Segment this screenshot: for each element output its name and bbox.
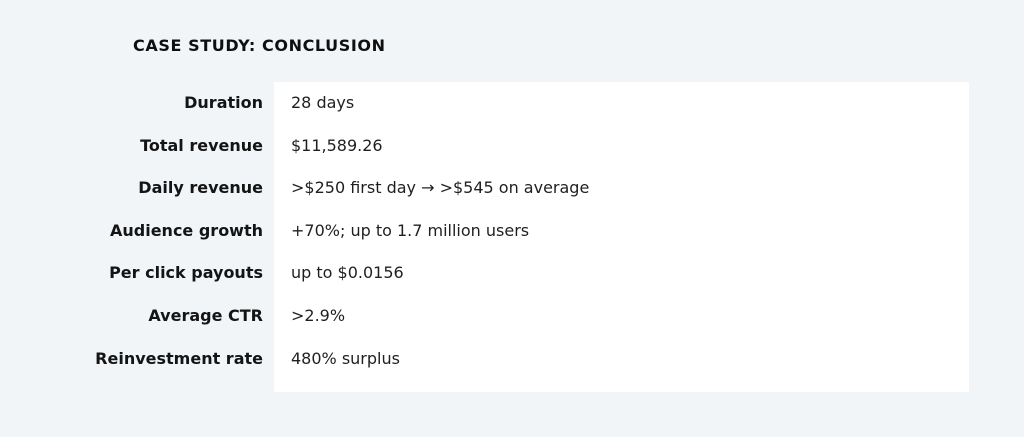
row-label: Per click payouts (109, 263, 263, 282)
row-value: >$250 first day → >$545 on average (291, 178, 590, 197)
values-panel (274, 82, 969, 392)
row-value: 480% surplus (291, 349, 400, 368)
row-value: $11,589.26 (291, 136, 383, 155)
row-label: Duration (184, 93, 263, 112)
row-label: Reinvestment rate (95, 349, 263, 368)
row-value: 28 days (291, 93, 355, 112)
row-value: +70%; up to 1.7 million users (291, 221, 530, 240)
summary-row-duration: Duration 28 days (0, 90, 1024, 116)
row-value: up to $0.0156 (291, 263, 404, 282)
summary-row-reinvestment-rate: Reinvestment rate 480% surplus (0, 346, 1024, 372)
row-label: Average CTR (148, 306, 263, 325)
summary-row-audience-growth: Audience growth +70%; up to 1.7 million … (0, 218, 1024, 244)
row-value: >2.9% (291, 306, 346, 325)
row-label: Audience growth (109, 221, 263, 240)
row-label: Total revenue (140, 136, 263, 155)
summary-row-daily-revenue: Daily revenue >$250 first day → >$545 on… (0, 175, 1024, 201)
summary-row-average-ctr: Average CTR >2.9% (0, 303, 1024, 329)
summary-row-total-revenue: Total revenue $11,589.26 (0, 133, 1024, 159)
row-label: Daily revenue (138, 178, 263, 197)
page-title: CASE STUDY: CONCLUSION (133, 36, 386, 55)
summary-row-per-click-payouts: Per click payouts up to $0.0156 (0, 260, 1024, 286)
